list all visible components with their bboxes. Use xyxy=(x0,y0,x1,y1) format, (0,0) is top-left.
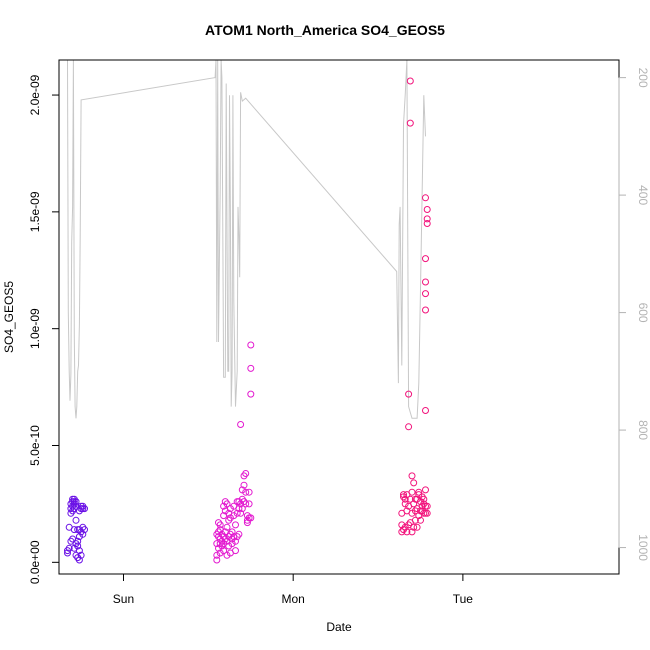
data-point xyxy=(422,255,429,263)
chart-title: ATOM1 North_America SO4_GEOS5 xyxy=(205,22,445,38)
y2-tick-label: 400 xyxy=(636,185,650,205)
y2-tick-label: 800 xyxy=(636,420,650,440)
data-point xyxy=(232,547,239,555)
series-1-points xyxy=(64,495,88,564)
data-point xyxy=(242,488,250,496)
x-axis-label: Date xyxy=(326,620,352,634)
secondary-y-axis: 200 400 600 800 1000 xyxy=(618,68,650,561)
series-2-points xyxy=(213,341,255,564)
data-point xyxy=(405,390,413,398)
data-point xyxy=(81,505,88,513)
x-axis: Sun Mon Tue xyxy=(113,573,474,606)
data-point xyxy=(422,194,429,202)
data-point xyxy=(422,290,429,298)
data-point xyxy=(406,495,414,503)
data-point xyxy=(228,528,236,536)
data-point xyxy=(423,502,431,510)
data-point xyxy=(74,537,82,545)
data-point xyxy=(422,486,429,494)
data-point xyxy=(242,470,250,477)
x-tick-label: Tue xyxy=(453,592,474,606)
data-point xyxy=(423,509,431,517)
data-point xyxy=(75,547,83,555)
y2-tick-label: 200 xyxy=(636,68,650,88)
y-tick-label: 1.5e-09 xyxy=(28,191,42,232)
data-point xyxy=(242,500,250,508)
data-point xyxy=(423,220,431,227)
y-axis: 0.0e+00 5.0e-10 1.0e-09 1.5e-09 2.0e-09 xyxy=(28,74,60,584)
data-point xyxy=(70,526,78,534)
data-point xyxy=(423,215,431,223)
data-point xyxy=(406,77,414,85)
data-point xyxy=(411,516,419,524)
y2-tick-label: 1000 xyxy=(636,534,650,561)
data-point xyxy=(420,495,428,503)
data-point xyxy=(65,544,73,552)
data-point xyxy=(72,516,80,524)
series-3-points xyxy=(398,77,431,536)
data-point xyxy=(423,206,431,213)
data-point xyxy=(415,488,423,496)
data-point xyxy=(410,523,418,531)
y-tick-label: 5.0e-10 xyxy=(28,425,42,466)
plot-area xyxy=(64,59,431,564)
data-point xyxy=(247,364,255,372)
data-point xyxy=(213,556,221,564)
data-point xyxy=(245,500,253,508)
data-point xyxy=(77,551,85,559)
data-point xyxy=(220,547,228,555)
data-point xyxy=(405,423,413,431)
data-point xyxy=(74,542,82,550)
data-point xyxy=(417,516,424,524)
data-point xyxy=(223,500,231,508)
data-point xyxy=(410,500,418,508)
data-point xyxy=(400,491,407,499)
y-tick-label: 0.0e+00 xyxy=(28,540,42,584)
data-point xyxy=(238,505,246,513)
data-point xyxy=(406,119,414,127)
data-point xyxy=(216,521,224,529)
data-point xyxy=(232,537,239,545)
y2-tick-label: 600 xyxy=(636,303,650,323)
data-point xyxy=(75,556,83,564)
data-point xyxy=(247,341,255,349)
data-point xyxy=(223,523,231,531)
data-point xyxy=(237,509,245,517)
y-tick-label: 2.0e-09 xyxy=(28,74,42,115)
x-tick-label: Mon xyxy=(282,592,305,606)
data-point xyxy=(81,526,88,534)
data-point xyxy=(401,495,409,503)
data-point xyxy=(247,514,255,522)
data-point xyxy=(235,505,243,513)
data-point xyxy=(245,488,253,496)
data-point xyxy=(408,528,416,536)
data-point xyxy=(64,549,71,557)
data-point xyxy=(232,521,239,529)
data-point xyxy=(233,509,241,517)
data-point xyxy=(413,523,421,531)
data-point xyxy=(79,530,87,538)
data-point xyxy=(235,530,243,538)
data-point xyxy=(403,528,411,536)
y-axis-label: SO4_GEOS5 xyxy=(2,281,16,353)
x-tick-label: Sun xyxy=(113,592,134,606)
data-point xyxy=(422,306,429,314)
data-point xyxy=(72,498,80,506)
data-point xyxy=(422,407,429,414)
data-point xyxy=(422,278,429,286)
data-point xyxy=(408,472,416,480)
data-point xyxy=(247,390,255,398)
data-point xyxy=(408,488,416,496)
data-point xyxy=(410,479,418,487)
data-point xyxy=(243,519,251,527)
data-point xyxy=(237,421,245,428)
pressure-line xyxy=(67,59,426,419)
y-tick-label: 1.0e-09 xyxy=(28,308,42,349)
data-point xyxy=(240,481,248,489)
